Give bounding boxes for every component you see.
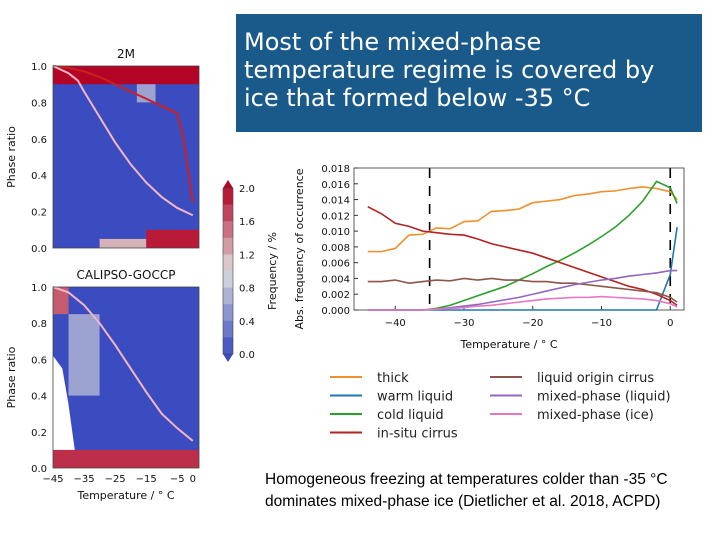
colorbar-segment	[223, 304, 233, 322]
y-tick-label: 0.002	[321, 290, 350, 301]
x-tick-label: −20	[522, 318, 543, 329]
legend-label: liquid origin cirrus	[537, 371, 654, 386]
colorbar-tick-label: 0.0	[239, 350, 255, 361]
heatmap-panel-2: CALIPSO-GOCCP 0.0 0.2 0.4 0.6 0.8 1.0 Phase rat…	[5, 268, 200, 502]
y-tick-label: 0.0	[31, 244, 47, 255]
heatmap-title: 2M	[117, 47, 135, 61]
y-tick-label: 1.0	[31, 283, 47, 294]
heatmap-cell	[53, 287, 69, 315]
colorbar-top-arrow	[223, 180, 233, 188]
colorbar-tick-label: 0.4	[239, 317, 255, 328]
x-tick-label: −10	[591, 318, 612, 329]
colorbar-tick-label: 2.0	[239, 184, 255, 195]
colorbar-tick-label: 0.8	[239, 284, 255, 295]
colorbar-segment	[223, 237, 233, 255]
y-tick-label: 0.012	[321, 211, 350, 222]
colorbar-bottom-arrow	[223, 354, 233, 362]
y-tick-label: 0.6	[31, 355, 47, 366]
heatmap-cell	[68, 314, 100, 396]
y-tick-label: 0.006	[321, 259, 350, 270]
y-tick-label: 0.0	[31, 464, 47, 475]
colorbar-segment	[223, 287, 233, 305]
heatmap-frame	[52, 286, 200, 469]
heatmap-title: CALIPSO-GOCCP	[77, 268, 176, 282]
heatmap-cell	[99, 238, 147, 248]
y-tick-label: 0.2	[31, 208, 47, 219]
y-tick-label: 0.016	[321, 180, 350, 191]
plot-frame	[353, 167, 685, 311]
legend-label: thick	[377, 371, 409, 386]
legend: thick warm liquid cold liquid in-situ cirru…	[330, 371, 671, 442]
y-tick-label: 0.018	[321, 164, 350, 175]
slide-title-box: Most of the mixed-phase temperature regi…	[236, 14, 702, 132]
x-tick-label: −40	[385, 318, 406, 329]
y-tick-label: 0.6	[31, 135, 47, 146]
y-tick-label: 0.2	[31, 428, 47, 439]
x-tick-label: −45	[42, 474, 63, 485]
x-tick-label: −5	[170, 474, 185, 485]
x-axis-label: Temperature / ° C	[459, 338, 557, 351]
series-line	[367, 186, 678, 253]
y-axis-label: Phase ratio	[5, 346, 18, 408]
y-axis-label: Phase ratio	[5, 126, 18, 188]
y-tick-label: 1.0	[31, 62, 47, 73]
heatmap-cell	[115, 404, 162, 441]
x-tick-label: −25	[105, 474, 126, 485]
y-tick-label: 0.4	[31, 171, 47, 182]
colorbar-segment	[223, 188, 233, 206]
colorbar-segment	[223, 320, 233, 338]
heatmap-cell	[53, 449, 199, 468]
slide-title: Most of the mixed-phase temperature regi…	[244, 28, 655, 112]
colorbar: 2.0 1.6 1.2 0.8 0.4 0.0 Frequency / %	[222, 180, 279, 362]
heatmap-cell	[136, 84, 156, 103]
colorbar-segment	[223, 254, 233, 272]
y-tick-label: 0.004	[321, 274, 350, 285]
legend-label: mixed-phase (liquid)	[537, 390, 671, 405]
series-line	[367, 205, 678, 306]
y-tick-label: 0.8	[31, 98, 47, 109]
y-tick-label: 0.000	[321, 306, 350, 317]
y-tick-label: 0.008	[321, 243, 350, 254]
y-tick-label: 0.8	[31, 319, 47, 330]
colorbar-segment	[223, 271, 233, 289]
slide-caption: Homogeneous freezing at temperatures col…	[265, 471, 668, 510]
x-tick-label: −30	[453, 318, 474, 329]
x-axis-label: Temperature / ° C	[76, 489, 174, 502]
series-line	[367, 277, 678, 303]
x-tick-label: −35	[74, 474, 95, 485]
colorbar-frame	[222, 187, 234, 355]
colorbar-tick-label: 1.2	[239, 250, 255, 261]
y-axis-label: Abs. frequency of occurrence	[293, 168, 306, 329]
y-tick-label: 0.014	[321, 196, 350, 207]
heatmap-curve	[52, 65, 194, 203]
legend-label: warm liquid	[377, 390, 453, 405]
y-tick-label: 0.4	[31, 392, 47, 403]
heatmap-cell	[53, 66, 199, 85]
line-chart: 0.000 0.002 0.004 0.006 0.008 0.010 0.012 0.014…	[293, 164, 685, 442]
heatmap-empty-region	[53, 355, 75, 450]
colorbar-tick-label: 1.6	[239, 217, 255, 228]
colorbar-segment	[223, 337, 233, 355]
heatmap-panel-1: 2M 0.0 0.2 0.4 0.6 0.8 1.0 Phase ratio	[5, 47, 200, 255]
colorbar-segment	[223, 221, 233, 239]
colorbar-label: Frequency / %	[266, 232, 279, 310]
legend-label: mixed-phase (ice)	[537, 408, 654, 423]
y-tick-label: 0.010	[321, 227, 350, 238]
colorbar-segment	[223, 204, 233, 222]
series-line	[367, 295, 678, 311]
legend-label: in-situ cirrus	[377, 427, 458, 442]
x-tick-label: 0	[667, 318, 673, 329]
x-tick-label: −15	[136, 474, 157, 485]
legend-label: cold liquid	[377, 408, 444, 423]
x-tick-label: 0	[190, 474, 196, 485]
heatmap-cell	[146, 229, 199, 248]
heatmap-curve	[52, 65, 194, 217]
heatmap-curve	[52, 286, 194, 442]
heatmap-frame	[52, 65, 200, 249]
